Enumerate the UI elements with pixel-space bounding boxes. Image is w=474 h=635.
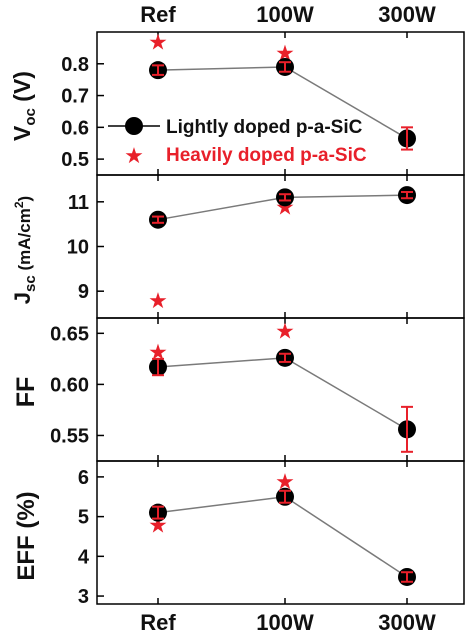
legend-marker-heavy: ★ xyxy=(124,144,144,169)
top-category-label-ref: Ref xyxy=(140,2,176,27)
ylabel-jsc-unit: (mA/cm xyxy=(15,208,34,275)
top-category-label-100w: 100W xyxy=(256,2,314,27)
ytick-label-ff-0: 0.55 xyxy=(50,425,89,447)
series-line-ff xyxy=(157,357,408,430)
ylabel-jsc-sup: 2 xyxy=(12,201,26,208)
ytick-label-eff-3: 6 xyxy=(78,467,89,489)
heavy-point-voc-0: ★ xyxy=(148,31,168,56)
top-category-label-300w: 300W xyxy=(378,2,436,27)
ylabel-jsc-close: ) xyxy=(15,196,34,202)
panel-eff-frame xyxy=(96,460,465,605)
ytick-label-eff-0: 3 xyxy=(78,586,89,608)
ylabel-jsc: Jsc (mA/cm2) xyxy=(10,196,39,304)
ytick-label-jsc-0: 9 xyxy=(78,281,89,303)
ytick-label-voc-3: 0.8 xyxy=(61,54,89,76)
ytick-label-ff-2: 0.65 xyxy=(50,323,89,345)
legend-label-light: Lightly doped p-a-SiC xyxy=(166,117,363,138)
ylabel-voc-main: V xyxy=(9,125,35,141)
ytick-label-jsc-2: 11 xyxy=(68,192,89,214)
marks-layer: ★ ★★★★★★★ xyxy=(148,31,416,586)
ytick-label-eff-1: 4 xyxy=(78,546,90,568)
ylabel-eff: EFF (%) xyxy=(13,491,40,580)
heavy-point-jsc-0: ★ xyxy=(148,289,168,314)
heavy-point-ff-1: ★ xyxy=(275,319,295,344)
legend: Lightly doped p-a-SiC ★ Heavily doped p-… xyxy=(108,117,367,169)
legend-label-heavy: Heavily doped p-a-SiC xyxy=(166,145,367,166)
ylabel-voc-unit: (V) xyxy=(9,71,35,108)
ytick-label-voc-0: 0.5 xyxy=(61,149,89,171)
bottom-category-label-ref: Ref xyxy=(140,610,176,635)
series-line-eff xyxy=(157,495,408,578)
ylabel-voc: Voc (V) xyxy=(9,71,39,141)
ylabel-ff: FF xyxy=(12,377,40,408)
ylabel-jsc-main: J xyxy=(10,292,35,304)
ylabel-voc-sub: oc xyxy=(22,108,39,126)
bottom-category-label-300w: 300W xyxy=(378,610,436,635)
heavy-point-eff-1: ★ xyxy=(275,470,295,495)
bottom-category-label-100w: 100W xyxy=(256,610,314,635)
ytick-label-eff-2: 5 xyxy=(78,507,89,529)
bottom-category-labels: Ref 100W 300W xyxy=(140,610,436,635)
tick-layer: 0.5 0.6 0.7 0.8 9 10 11 0.55 0.60 0.65 3 4 5 6 xyxy=(50,32,408,608)
ytick-label-voc-2: 0.7 xyxy=(61,86,89,108)
ytick-label-ff-1: 0.60 xyxy=(50,374,89,396)
top-category-labels: Ref 100W 300W xyxy=(140,2,436,27)
legend-marker-light xyxy=(125,117,143,135)
ylabel-jsc-sub: sc xyxy=(22,275,39,292)
ytick-label-jsc-1: 10 xyxy=(67,237,89,259)
ytick-label-voc-1: 0.6 xyxy=(61,117,89,139)
